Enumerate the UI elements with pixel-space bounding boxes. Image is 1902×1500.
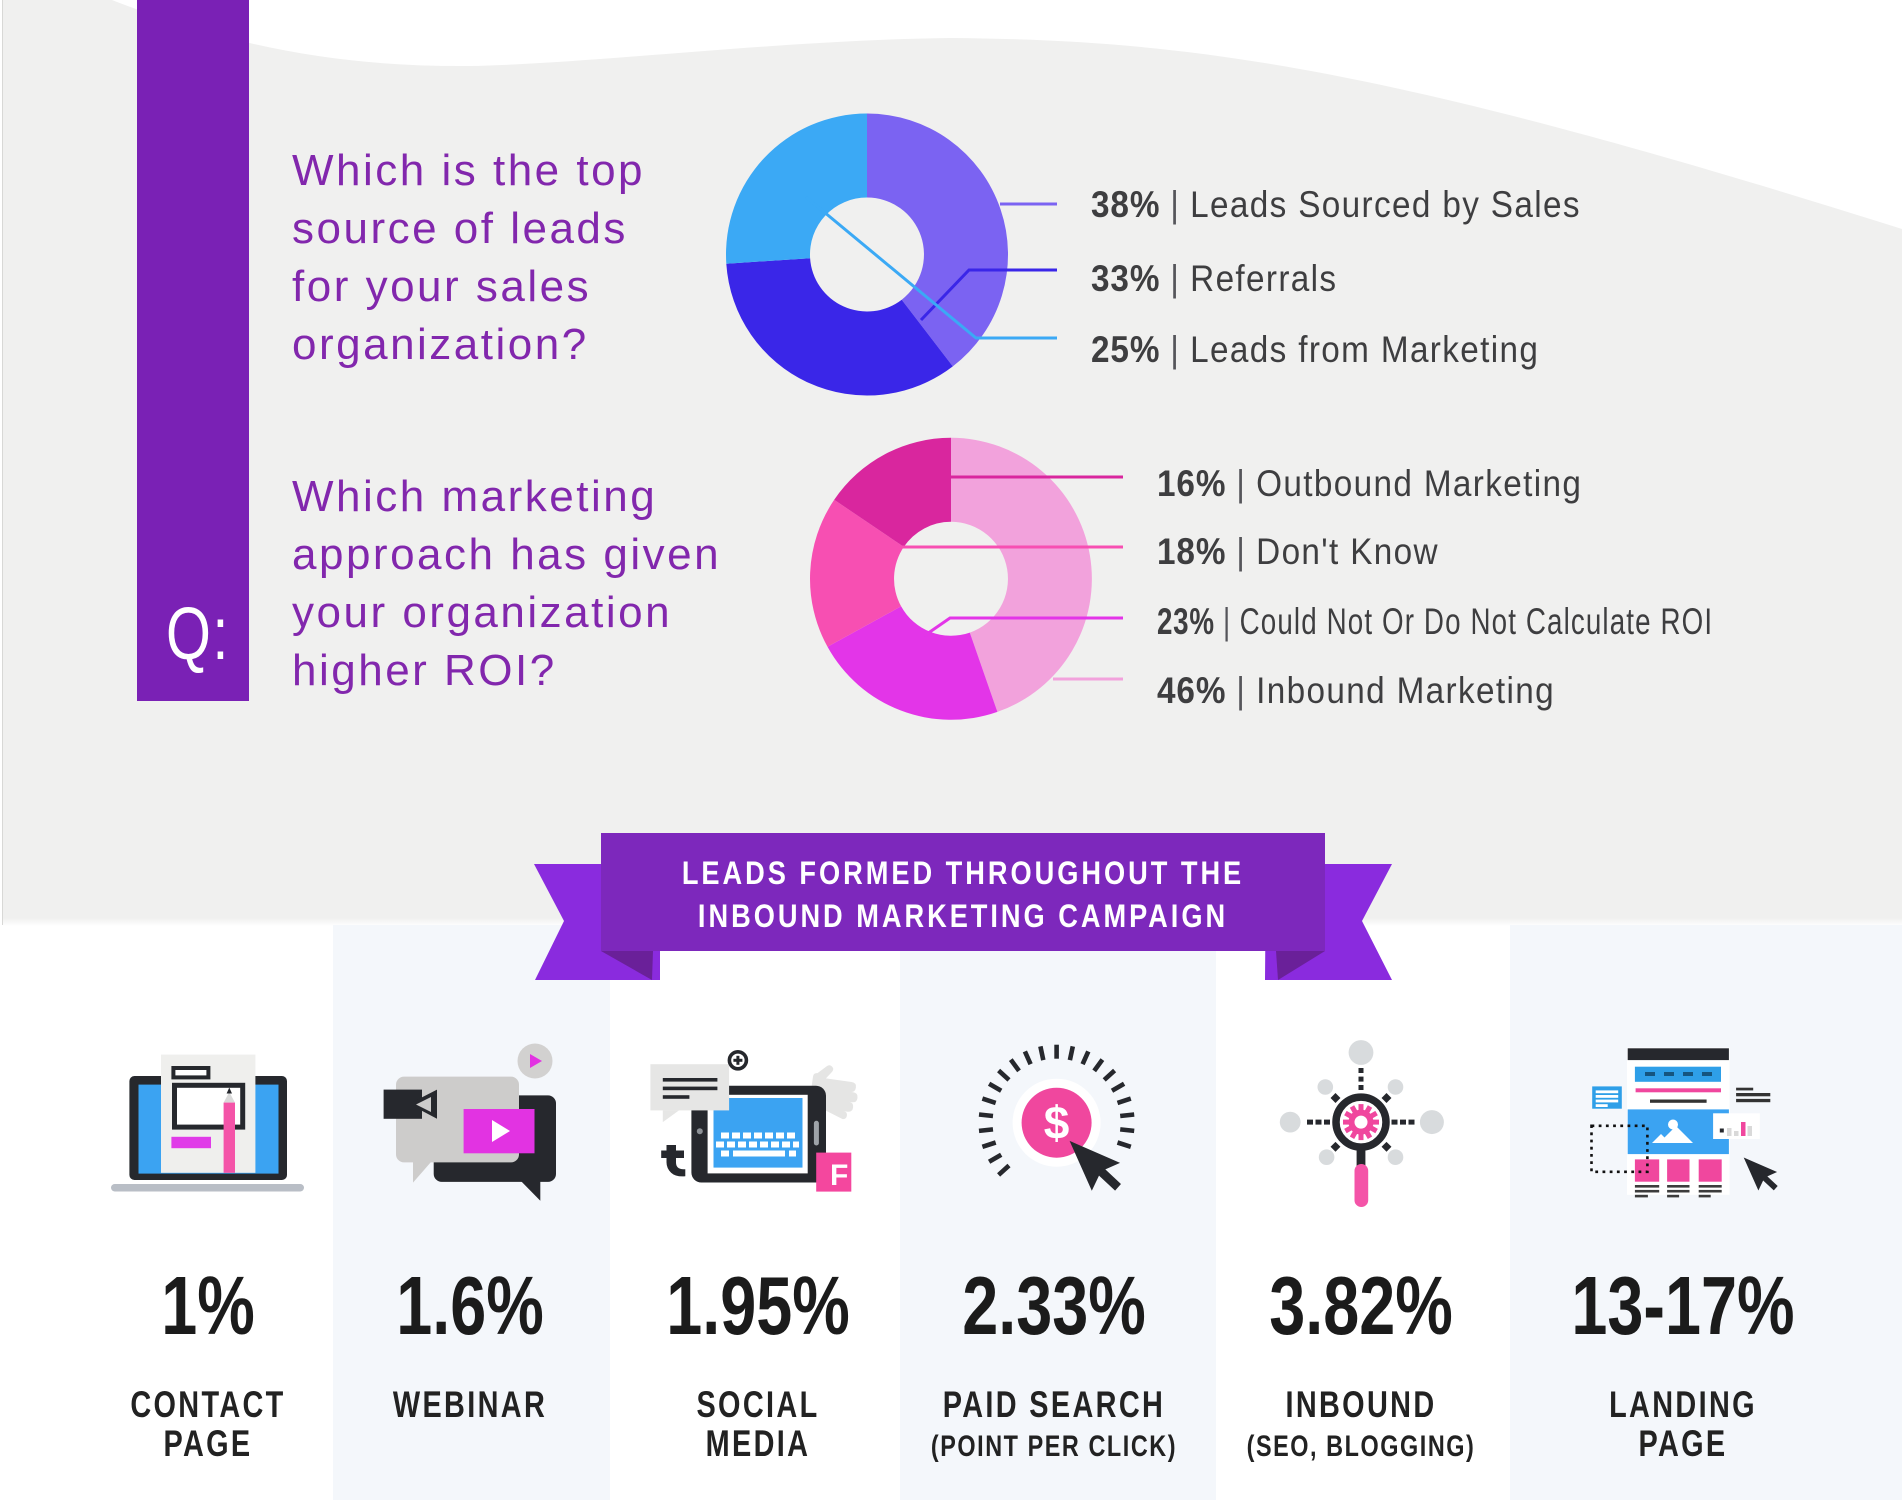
svg-text:F: F — [830, 1159, 848, 1192]
svg-text:$: $ — [1044, 1097, 1070, 1149]
